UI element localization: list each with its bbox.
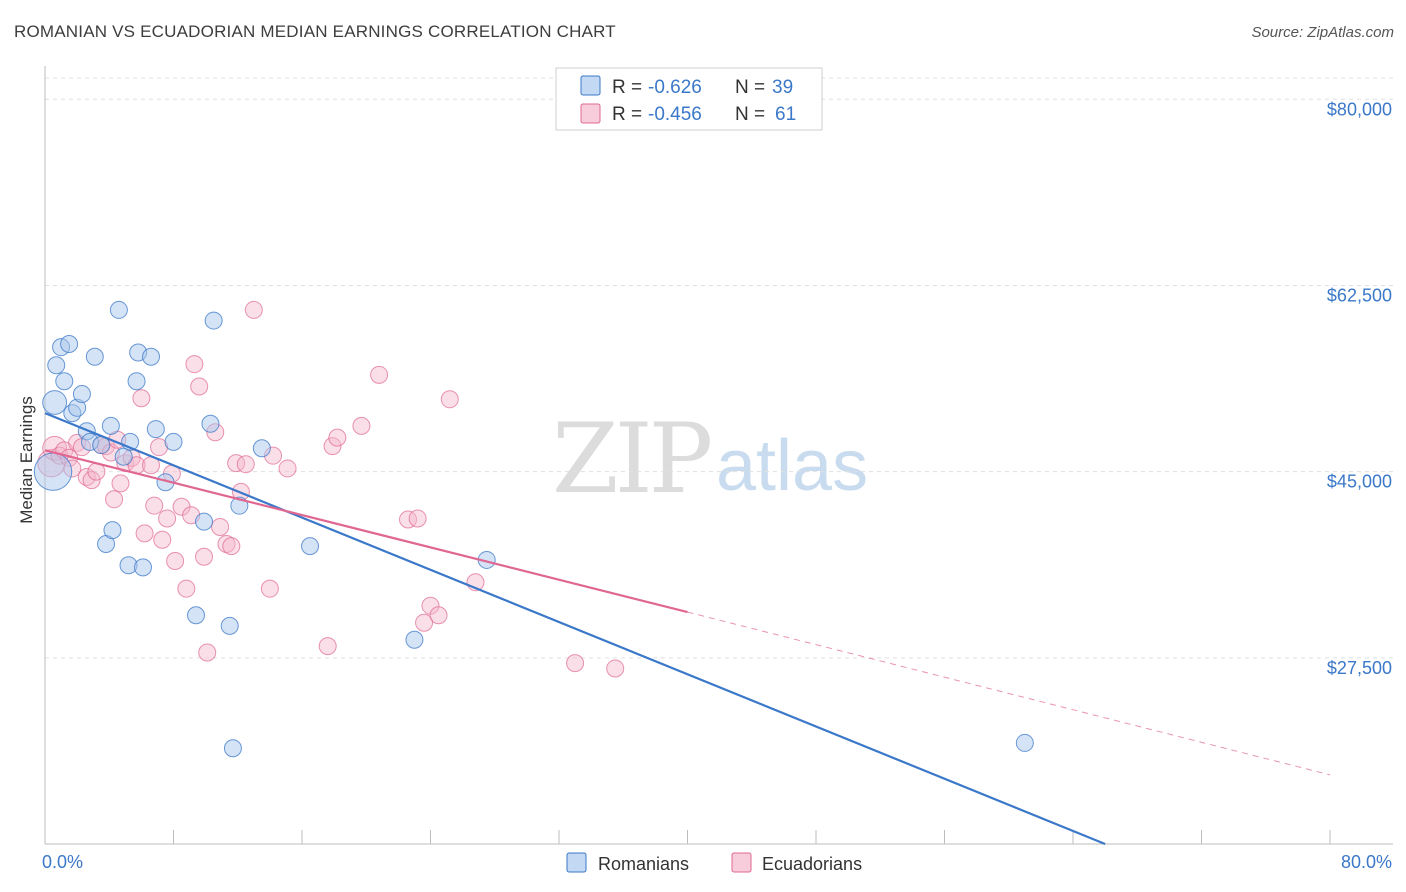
bottom-legend-ecuadorians: Ecuadorians: [762, 854, 862, 874]
ecuadorian-point: [217, 534, 236, 553]
x-tick-label: 0.0%: [42, 852, 83, 872]
correlation-legend: R = -0.626 N = 39 R = -0.456 N = 61: [555, 67, 823, 131]
romanian-point: [72, 384, 91, 403]
ecuadorian-point: [236, 455, 255, 474]
watermark-atlas: atlas: [716, 426, 868, 506]
ecuadorian-point: [244, 300, 263, 319]
ecuadorian-point: [105, 490, 124, 509]
bottom-legend-ecuadorian-swatch: [731, 852, 752, 873]
romanian-point: [164, 432, 183, 451]
legend-ecuadorian-n-value: 61: [775, 104, 796, 125]
legend-ecuadorian-r-label: R =: [612, 104, 642, 125]
romanian-point: [301, 537, 320, 556]
watermark-zip: ZIP: [552, 403, 711, 515]
ecuadorian-trend-extension: [687, 611, 1331, 776]
ecuadorian-points: [37, 300, 625, 678]
romanian-point: [252, 439, 271, 458]
romanian-point: [85, 347, 104, 366]
ecuadorian-point: [227, 454, 246, 473]
romanian-point: [146, 420, 165, 439]
y-tick-label: $27,500: [1327, 658, 1392, 678]
ecuadorian-point: [370, 365, 389, 384]
ecuadorian-point: [323, 437, 342, 456]
x-tick-label: 80.0%: [1341, 852, 1392, 872]
ecuadorian-point: [222, 537, 241, 556]
series-legend: Romanians Ecuadorians: [566, 852, 862, 874]
ecuadorian-point: [195, 547, 214, 566]
ecuadorian-point: [566, 654, 585, 673]
romanian-point: [55, 372, 74, 391]
x-tick-labels: 0.0% 80.0%: [42, 852, 1392, 872]
trend-lines: [44, 412, 1331, 846]
source-label: Source: ZipAtlas.com: [1251, 24, 1394, 41]
chart-title: ROMANIAN VS ECUADORIAN MEDIAN EARNINGS C…: [14, 22, 616, 41]
legend-ecuadorian-swatch: [580, 103, 601, 124]
y-tick-labels: $27,500 $45,000 $62,500 $80,000: [1327, 99, 1392, 678]
romanian-point: [220, 616, 239, 635]
ecuadorian-point: [166, 552, 185, 571]
bottom-legend-romanian-swatch: [566, 852, 587, 873]
ecuadorian-point: [440, 390, 459, 409]
ecuadorian-point: [198, 643, 217, 662]
ecuadorian-trend-line: [44, 449, 688, 614]
legend-romanian-n-label: N =: [735, 77, 765, 98]
ecuadorian-point: [352, 416, 371, 435]
ecuadorian-point: [135, 524, 154, 543]
ecuadorian-point: [408, 509, 427, 528]
romanian-point: [204, 311, 223, 330]
ecuadorian-point: [190, 377, 209, 396]
ecuadorian-point: [82, 471, 101, 490]
legend-ecuadorian-n-label: N =: [735, 104, 765, 125]
legend-romanian-r-value: -0.626: [648, 77, 702, 98]
y-tick-label: $80,000: [1327, 99, 1392, 119]
romanian-trend-line: [44, 412, 1106, 846]
ecuadorian-point: [260, 579, 279, 598]
y-axis-label: Median Earnings: [17, 396, 36, 524]
gridlines: [45, 77, 1393, 659]
ecuadorian-point: [399, 510, 418, 529]
legend-romanian-r-label: R =: [612, 77, 642, 98]
romanian-point: [223, 739, 242, 758]
ecuadorian-point: [429, 606, 448, 625]
ecuadorian-point: [318, 637, 337, 656]
ecuadorian-point: [145, 496, 164, 515]
romanian-point: [133, 558, 152, 577]
romanian-point: [33, 452, 73, 491]
ecuadorian-point: [77, 467, 96, 486]
ecuadorian-point: [415, 613, 434, 632]
romanian-point: [103, 521, 122, 540]
romanian-point: [1015, 733, 1034, 752]
legend-romanian-n-value: 39: [772, 77, 793, 98]
ecuadorian-point: [111, 474, 130, 493]
romanian-point: [60, 334, 79, 353]
bottom-legend-romanians: Romanians: [598, 854, 689, 874]
romanian-point: [101, 416, 120, 435]
romanian-point: [201, 414, 220, 433]
y-tick-label: $45,000: [1327, 472, 1392, 492]
ecuadorian-point: [185, 355, 204, 374]
romanian-point: [114, 447, 133, 466]
romanian-point: [142, 347, 161, 366]
ecuadorian-point: [278, 459, 297, 478]
ecuadorian-point: [328, 428, 347, 447]
ecuadorian-point: [606, 659, 625, 678]
ecuadorian-point: [132, 389, 151, 408]
ecuadorian-point: [153, 530, 172, 549]
romanian-point: [186, 606, 205, 625]
romanian-point: [405, 630, 424, 649]
legend-ecuadorian-r-value: -0.456: [648, 104, 702, 125]
romanian-point: [127, 372, 146, 391]
legend-romanian-swatch: [580, 75, 601, 96]
ecuadorian-point: [211, 517, 230, 536]
romanian-point: [195, 512, 214, 531]
ecuadorian-point: [177, 579, 196, 598]
y-tick-label: $62,500: [1327, 285, 1392, 305]
romanian-point: [109, 300, 128, 319]
romanian-point: [47, 356, 66, 375]
ecuadorian-point: [158, 509, 177, 528]
romanian-point: [42, 390, 68, 415]
romanian-points: [33, 300, 1034, 758]
